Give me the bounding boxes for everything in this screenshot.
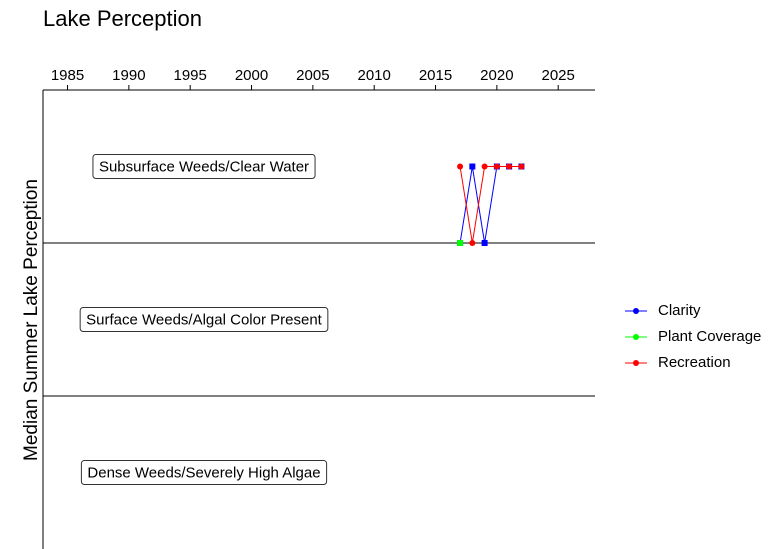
chart-title: Lake Perception xyxy=(43,6,202,31)
x-tick-label: 1990 xyxy=(112,67,145,84)
x-tick-label: 1985 xyxy=(51,67,84,84)
marker xyxy=(457,240,464,246)
marker xyxy=(506,163,513,170)
marker xyxy=(481,240,488,246)
x-tick-label: 2025 xyxy=(542,67,575,84)
band-label-box xyxy=(92,154,316,179)
x-tick-label: 2015 xyxy=(419,67,452,84)
marker xyxy=(633,360,639,366)
marker xyxy=(518,163,525,170)
band-label-box xyxy=(79,307,329,332)
band-label-text: Dense Weeds/Severely High Algae xyxy=(87,464,320,481)
band-label: Surface Weeds/Algal Color Present xyxy=(79,307,329,332)
x-tick-label: 2010 xyxy=(358,67,391,84)
marker xyxy=(493,163,500,170)
x-tick-label: 2005 xyxy=(296,67,329,84)
band-label-text: Surface Weeds/Algal Color Present xyxy=(86,311,323,328)
marker xyxy=(633,308,639,314)
legend-item: Clarity xyxy=(625,302,701,319)
band-label-text: Subsurface Weeds/Clear Water xyxy=(99,158,309,175)
x-tick-label: 1995 xyxy=(174,67,207,84)
legend-item: Plant Coverage xyxy=(625,328,761,345)
series-line xyxy=(459,166,522,244)
band-label: Dense Weeds/Severely High Algae xyxy=(80,460,328,485)
marker xyxy=(469,240,476,246)
x-tick-label: 2020 xyxy=(480,67,513,84)
band-label-box xyxy=(80,460,328,485)
band-label: Subsurface Weeds/Clear Water xyxy=(92,154,316,179)
legend-label: Clarity xyxy=(658,302,701,319)
marker xyxy=(469,163,476,170)
x-tick-label: 2000 xyxy=(235,67,268,84)
legend-item: Recreation xyxy=(625,354,731,371)
marker xyxy=(457,163,464,170)
y-axis-label: Median Summer Lake Perception xyxy=(21,179,42,461)
legend-label: Plant Coverage xyxy=(658,328,761,345)
marker xyxy=(481,163,488,170)
legend-label: Recreation xyxy=(658,354,731,371)
marker xyxy=(633,334,639,340)
